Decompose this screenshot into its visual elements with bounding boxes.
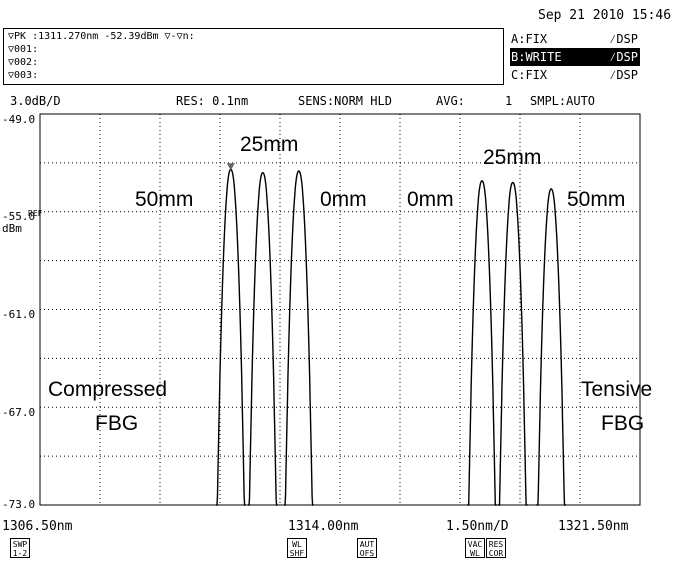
- spectrum-peak-trace-5: [498, 181, 528, 506]
- y-tick-label: -49.0: [2, 113, 35, 126]
- softkey-label: SHF: [289, 549, 305, 558]
- spectrum-peak-trace-3: [284, 170, 314, 506]
- annotation-compressed-fbg: FBG: [95, 412, 138, 435]
- y-unit-label: dBm: [2, 222, 22, 235]
- x-per-div-label: 1.50nm/D: [446, 519, 509, 534]
- trace-b-display: ⁄DSP: [609, 50, 638, 64]
- annotation-right-50mm: 50mm: [567, 188, 625, 211]
- spectrum-traces: [216, 168, 566, 506]
- annotation-left-0mm: 0mm: [320, 188, 367, 211]
- spectrum-peak-trace-2: [248, 171, 278, 506]
- trace-panel: A:FIX ⁄DSP B:WRITE ⁄DSP C:FIX ⁄DSP: [510, 30, 640, 84]
- marker-2-readout: ▽002:: [8, 57, 39, 68]
- auto-offset-softkey[interactable]: AUT OFS: [357, 538, 377, 558]
- y-tick-label: -73.0: [2, 498, 35, 511]
- trace-c-mode: C:FIX: [511, 68, 548, 82]
- resolution-readout: RES: 0.1nm: [176, 94, 249, 108]
- peak-marker-readout: ▽PK :1311.270nm -52.39dBm ▽-▽n:: [8, 31, 195, 42]
- softkey-label: SWP: [12, 540, 28, 549]
- x-end-label: 1321.50nm: [558, 519, 629, 534]
- y-tick-label: -67.0: [2, 406, 35, 419]
- softkey-label: RES: [488, 540, 504, 549]
- wavelength-shift-softkey[interactable]: WL SHF: [287, 538, 307, 558]
- softkey-label: OFS: [359, 549, 375, 558]
- sampling-readout: SMPL:AUTO: [530, 94, 596, 108]
- softkey-label: WL: [292, 540, 302, 549]
- y-tick-label: -55.0: [2, 210, 35, 223]
- annotation-right-25mm: 25mm: [483, 146, 541, 169]
- annotation-left-25mm: 25mm: [240, 133, 298, 156]
- marker-1-readout: ▽001:: [8, 44, 39, 55]
- trace-c-row[interactable]: C:FIX ⁄DSP: [510, 66, 640, 84]
- marker-3-readout: ▽003:: [8, 70, 39, 81]
- datetime-display: Sep 21 2010 15:46: [538, 8, 672, 23]
- spectrum-peak-trace-6: [536, 188, 566, 506]
- softkey-label: WL: [470, 549, 480, 558]
- scale-readout: 3.0dB/D: [10, 94, 61, 108]
- x-center-label: 1314.00nm: [288, 519, 359, 534]
- average-value: 1: [505, 94, 513, 108]
- peak-marker-icon: [226, 163, 235, 171]
- spectrum-peak-trace-4: [467, 180, 497, 506]
- annotation-left-50mm: 50mm: [135, 188, 193, 211]
- annotation-tensive: Tensive: [581, 378, 652, 401]
- softkey-label: 1-2: [12, 549, 28, 558]
- average-label: AVG:: [436, 94, 465, 108]
- softkey-label: COR: [488, 549, 504, 558]
- trace-a-mode: A:FIX: [511, 32, 548, 46]
- vacuum-wavelength-softkey[interactable]: VAC WL: [465, 538, 485, 558]
- trace-b-row[interactable]: B:WRITE ⁄DSP: [510, 48, 640, 66]
- trace-c-display: ⁄DSP: [609, 68, 638, 82]
- resolution-correction-softkey[interactable]: RES COR: [486, 538, 506, 558]
- softkey-label: AUT: [359, 540, 375, 549]
- x-start-label: 1306.50nm: [2, 519, 73, 534]
- plot-grid: [40, 114, 640, 505]
- annotation-compressed: Compressed: [48, 378, 167, 401]
- trace-b-mode: B:WRITE: [511, 50, 562, 64]
- y-tick-label: -61.0: [2, 308, 35, 321]
- plot-frame: [39, 113, 641, 506]
- status-bar: 3.0dB/D RES: 0.1nm SENS:NORM HLD AVG: 1 …: [0, 94, 677, 110]
- annotation-tensive-fbg: FBG: [601, 412, 644, 435]
- trace-a-display: ⁄DSP: [609, 32, 638, 46]
- annotation-right-0mm: 0mm: [407, 188, 454, 211]
- marker-readout-box: ▽PK :1311.270nm -52.39dBm ▽-▽n: ▽001: ▽0…: [3, 28, 504, 85]
- sweep-softkey[interactable]: SWP 1-2: [10, 538, 30, 558]
- trace-a-row[interactable]: A:FIX ⁄DSP: [510, 30, 640, 48]
- sensitivity-readout: SENS:NORM HLD: [298, 94, 392, 108]
- ref-label: REF: [28, 209, 43, 218]
- softkey-label: VAC: [467, 540, 483, 549]
